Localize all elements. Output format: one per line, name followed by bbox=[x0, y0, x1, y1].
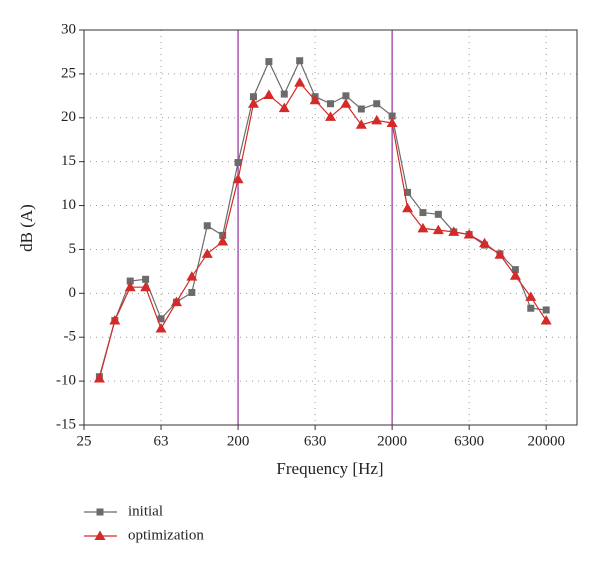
marker bbox=[386, 117, 398, 128]
y-axis-label: dB (A) bbox=[17, 204, 36, 252]
marker bbox=[463, 229, 475, 239]
y-tick-label: 20 bbox=[61, 109, 76, 125]
x-tick-label: 25 bbox=[77, 433, 92, 449]
y-tick-label: -15 bbox=[56, 416, 76, 432]
y-tick-label: 15 bbox=[61, 153, 76, 169]
marker bbox=[357, 105, 365, 113]
marker bbox=[247, 98, 259, 108]
marker bbox=[278, 102, 290, 113]
marker bbox=[140, 281, 152, 292]
marker bbox=[96, 508, 104, 516]
y-tick-label: 30 bbox=[61, 21, 76, 37]
marker bbox=[126, 277, 134, 285]
x-tick-label: 63 bbox=[154, 433, 169, 449]
marker bbox=[170, 296, 182, 307]
marker bbox=[232, 173, 244, 184]
marker bbox=[325, 111, 336, 121]
marker bbox=[419, 209, 427, 217]
marker bbox=[124, 281, 136, 292]
marker bbox=[109, 315, 121, 325]
marker bbox=[525, 291, 537, 301]
marker bbox=[404, 188, 412, 196]
marker bbox=[540, 315, 552, 325]
marker bbox=[355, 119, 367, 129]
marker bbox=[263, 89, 275, 99]
x-tick-label: 630 bbox=[304, 433, 327, 449]
y-tick-label: 0 bbox=[69, 285, 77, 301]
marker bbox=[327, 100, 334, 108]
marker bbox=[219, 231, 227, 239]
marker bbox=[417, 222, 429, 233]
marker bbox=[448, 226, 460, 236]
marker bbox=[342, 92, 350, 100]
y-tick-label: -5 bbox=[64, 329, 77, 345]
x-tick-label: 200 bbox=[227, 433, 250, 449]
marker bbox=[142, 275, 150, 283]
marker bbox=[296, 57, 304, 65]
marker bbox=[201, 248, 213, 258]
marker bbox=[402, 202, 414, 213]
marker bbox=[217, 236, 229, 246]
marker bbox=[94, 530, 106, 540]
series-line bbox=[98, 81, 547, 379]
marker bbox=[542, 306, 550, 314]
marker bbox=[155, 322, 167, 333]
y-tick-label: 5 bbox=[69, 241, 77, 257]
x-tick-label: 20000 bbox=[527, 433, 565, 449]
marker bbox=[509, 270, 521, 280]
marker bbox=[494, 249, 506, 259]
marker bbox=[340, 98, 352, 108]
marker bbox=[373, 100, 381, 108]
legend-label: initial bbox=[128, 503, 163, 519]
y-tick-label: 10 bbox=[61, 197, 76, 213]
marker bbox=[371, 114, 383, 125]
marker bbox=[309, 94, 321, 105]
marker bbox=[511, 266, 519, 274]
marker bbox=[186, 271, 198, 281]
marker bbox=[93, 372, 105, 383]
marker bbox=[157, 315, 165, 323]
marker bbox=[527, 304, 535, 312]
legend-label: optimization bbox=[128, 527, 204, 543]
x-tick-label: 6300 bbox=[454, 433, 484, 449]
y-tick-label: -10 bbox=[56, 373, 76, 389]
x-tick-label: 2000 bbox=[377, 433, 407, 449]
marker bbox=[280, 90, 288, 98]
marker bbox=[188, 288, 196, 296]
marker bbox=[203, 222, 211, 230]
marker bbox=[432, 224, 444, 235]
marker bbox=[265, 58, 273, 66]
marker bbox=[388, 112, 396, 120]
y-tick-label: 25 bbox=[61, 65, 76, 81]
marker bbox=[249, 93, 257, 101]
x-axis-label: Frequency [Hz] bbox=[276, 459, 383, 478]
plot-frame bbox=[83, 29, 578, 426]
marker bbox=[434, 210, 442, 218]
marker bbox=[294, 77, 306, 87]
marker bbox=[234, 159, 242, 167]
marker bbox=[479, 237, 491, 248]
